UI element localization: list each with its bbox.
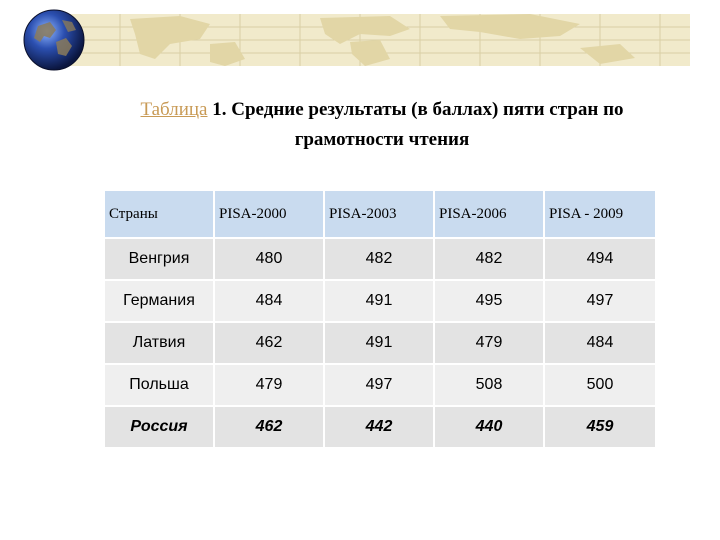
score-cell: 462 (215, 321, 325, 363)
score-cell: 491 (325, 321, 435, 363)
score-cell: 482 (325, 237, 435, 279)
score-cell: 495 (435, 279, 545, 321)
country-cell: Польша (105, 363, 215, 405)
score-cell: 440 (435, 405, 545, 447)
globe-icon (23, 9, 85, 71)
header-pisa-2009: PISA - 2009 (545, 191, 657, 237)
score-cell: 479 (215, 363, 325, 405)
header-pisa-2006: PISA-2006 (435, 191, 545, 237)
country-cell: Венгрия (105, 237, 215, 279)
score-cell: 497 (545, 279, 657, 321)
score-cell: 462 (215, 405, 325, 447)
country-cell: Германия (105, 279, 215, 321)
pisa-results-table: Страны PISA-2000 PISA-2003 PISA-2006 PIS… (105, 191, 657, 447)
header-country: Страны (105, 191, 215, 237)
score-cell: 494 (545, 237, 657, 279)
score-cell: 484 (545, 321, 657, 363)
country-cell: Россия (105, 405, 215, 447)
table-row: Германия 484 491 495 497 (105, 279, 657, 321)
caption-link[interactable]: Таблица (140, 99, 208, 120)
score-cell: 480 (215, 237, 325, 279)
header-pisa-2000: PISA-2000 (215, 191, 325, 237)
score-cell: 508 (435, 363, 545, 405)
score-cell: 459 (545, 405, 657, 447)
header-pisa-2003: PISA-2003 (325, 191, 435, 237)
table-row-russia: Россия 462 442 440 459 (105, 405, 657, 447)
score-cell: 479 (435, 321, 545, 363)
country-cell: Латвия (105, 321, 215, 363)
score-cell: 500 (545, 363, 657, 405)
score-cell: 442 (325, 405, 435, 447)
table-row: Латвия 462 491 479 484 (105, 321, 657, 363)
score-cell: 497 (325, 363, 435, 405)
caption-line2: грамотности чтения (294, 129, 470, 150)
score-cell: 482 (435, 237, 545, 279)
score-cell: 491 (325, 279, 435, 321)
caption-line1: 1. Средние результаты (в баллах) пяти ст… (207, 99, 624, 120)
table-header-row: Страны PISA-2000 PISA-2003 PISA-2006 PIS… (105, 191, 657, 237)
table-caption: Таблица 1. Средние результаты (в баллах)… (62, 95, 702, 155)
world-map-banner (60, 14, 690, 66)
table-row: Венгрия 480 482 482 494 (105, 237, 657, 279)
table-row: Польша 479 497 508 500 (105, 363, 657, 405)
score-cell: 484 (215, 279, 325, 321)
